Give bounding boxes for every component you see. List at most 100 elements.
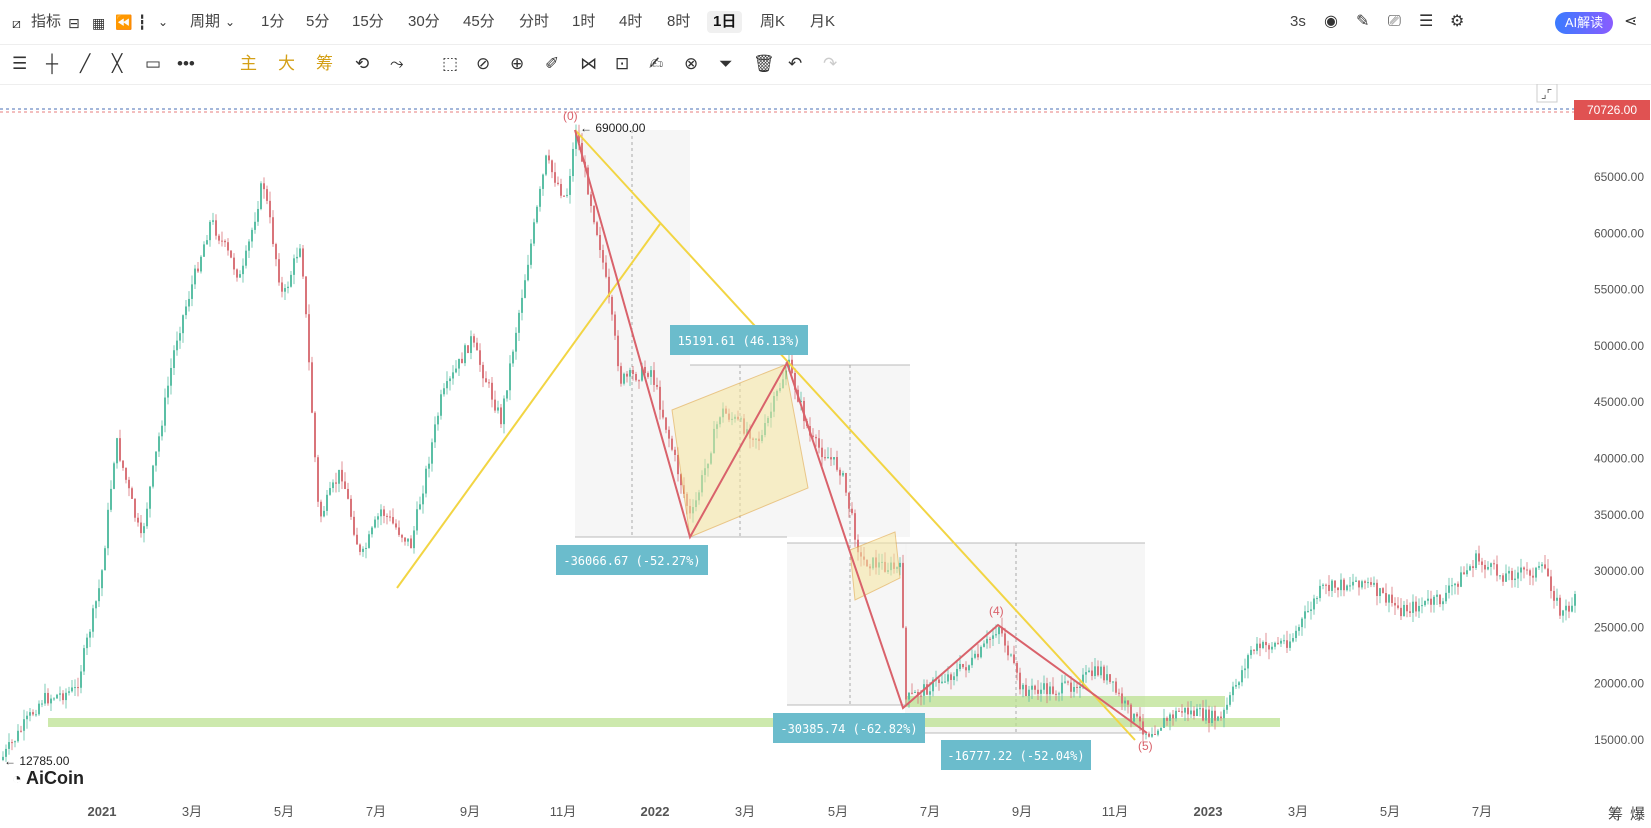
- candle-body: [590, 194, 592, 207]
- list-icon[interactable]: ☰: [1419, 13, 1434, 30]
- chevron-down-icon[interactable]: ⌄: [158, 15, 169, 29]
- candle-body: [1115, 681, 1117, 693]
- wave0-label: (0): [563, 109, 578, 123]
- candle-body: [356, 534, 358, 545]
- candle-body: [1505, 573, 1507, 582]
- tf-week[interactable]: 周K: [760, 13, 786, 30]
- link-icon[interactable]: ⊗: [684, 54, 699, 73]
- candle-body: [50, 698, 52, 704]
- candle-body: [1526, 569, 1528, 571]
- magnet-icon[interactable]: ⋈: [580, 54, 597, 73]
- candle-body: [1058, 693, 1060, 695]
- filter-icon[interactable]: ⏷: [719, 54, 733, 73]
- ai-interpret-button[interactable]: AI解读: [1555, 12, 1613, 34]
- period-button[interactable]: 周期: [190, 13, 221, 30]
- candle-body: [818, 438, 820, 448]
- layout-icon[interactable]: ⊟: [68, 15, 80, 31]
- candle-body: [1373, 582, 1375, 585]
- candle-body: [443, 388, 445, 395]
- candle-body: [143, 526, 145, 534]
- candle-body: [1493, 563, 1495, 565]
- comment-icon[interactable]: ⬚: [442, 54, 459, 73]
- redo-icon[interactable]: ↷: [823, 54, 838, 73]
- horizontal-line-icon[interactable]: ┼: [46, 54, 59, 73]
- tf-timeshare[interactable]: 分时: [519, 13, 550, 30]
- candle-body: [257, 208, 259, 222]
- candle-body: [1361, 581, 1363, 588]
- tf-15min[interactable]: 15分: [352, 13, 384, 30]
- candle-body: [344, 481, 346, 489]
- main-tool[interactable]: 主: [240, 54, 257, 73]
- current-price-tag: 70726.00: [1574, 100, 1650, 120]
- drawing-toolbar: [0, 44, 1651, 85]
- zoom-icon[interactable]: ⊕: [510, 54, 525, 73]
- burst-button[interactable]: 爆: [1630, 806, 1646, 823]
- candle-body: [464, 345, 466, 364]
- candle-body: [230, 250, 232, 258]
- candle-body: [1274, 642, 1276, 647]
- trend-line-icon[interactable]: ╱: [80, 54, 91, 73]
- candle-body: [1109, 674, 1111, 682]
- candle-body: [1169, 714, 1171, 721]
- tf-month[interactable]: 月K: [810, 13, 836, 30]
- candle-body: [1052, 686, 1054, 694]
- candle-body: [320, 501, 322, 517]
- settings-icon[interactable]: ⚙: [1450, 13, 1465, 30]
- candle-body: [1433, 596, 1435, 605]
- cast-icon[interactable]: ⎚: [1388, 13, 1401, 30]
- trash-icon[interactable]: 🗑: [753, 54, 775, 73]
- candle-body: [587, 167, 589, 195]
- indicator-icon[interactable]: ⧄: [12, 15, 21, 31]
- candle-body: [641, 366, 643, 381]
- cross-line-icon[interactable]: ╳: [112, 54, 123, 73]
- candle-body: [1043, 683, 1045, 690]
- big-tool[interactable]: 大: [278, 54, 295, 73]
- chip-tool[interactable]: 筹: [316, 54, 333, 73]
- price-chart[interactable]: ⌟⌜ (0) (4) (5) ← 69000.00 ← 12785.00 -36…: [0, 84, 1651, 828]
- candle-body: [1031, 685, 1033, 690]
- tf-1h[interactable]: 1时: [572, 13, 596, 30]
- share-icon[interactable]: ⋖: [1624, 13, 1638, 30]
- candle-body: [1478, 553, 1480, 562]
- menu-icon[interactable]: ☰: [12, 54, 28, 73]
- edit-icon[interactable]: ✍: [649, 54, 664, 73]
- tf-4h[interactable]: 4时: [619, 13, 643, 30]
- candle-body: [1343, 579, 1345, 591]
- more-icon[interactable]: •••: [177, 54, 195, 73]
- rewind-icon[interactable]: ⏪: [115, 14, 133, 30]
- tf-8h[interactable]: 8时: [667, 13, 691, 30]
- auto-draw-icon[interactable]: ⟲: [355, 54, 370, 73]
- measure3-label: -30385.74 (-62.82%): [780, 722, 917, 736]
- tf-5min[interactable]: 5分: [306, 13, 330, 30]
- candle-body: [1457, 583, 1459, 587]
- period-chevron-down-icon[interactable]: ⌄: [225, 15, 236, 29]
- candle-body: [1355, 580, 1357, 582]
- candle-body: [1379, 588, 1381, 597]
- grid-icon[interactable]: ▦: [92, 15, 106, 31]
- ruler-icon[interactable]: ⊘: [476, 54, 491, 73]
- candle-body: [353, 516, 355, 535]
- candle-body: [1073, 686, 1075, 692]
- candle-body: [1010, 654, 1012, 656]
- pattern-icon[interactable]: ⤳: [390, 54, 404, 73]
- candle-body: [1106, 674, 1108, 681]
- tf-1d[interactable]: 1日: [707, 11, 743, 33]
- indicator-button[interactable]: 指标: [31, 13, 62, 30]
- tf-30min[interactable]: 30分: [408, 13, 440, 30]
- lock-icon[interactable]: ⊡: [615, 54, 630, 73]
- pencil-icon[interactable]: ✎: [1356, 13, 1370, 30]
- chip-distribution-button[interactable]: 筹: [1608, 806, 1624, 823]
- camera-icon[interactable]: ◉: [1324, 13, 1338, 30]
- rectangle-icon[interactable]: ▭: [145, 54, 162, 73]
- candlestick-icon[interactable]: ┇: [138, 14, 147, 30]
- candle-body: [983, 643, 985, 647]
- undo-icon[interactable]: ↶: [788, 54, 803, 73]
- candle-body: [140, 522, 142, 534]
- tf-45min[interactable]: 45分: [463, 13, 495, 30]
- candle-body: [236, 269, 238, 278]
- brush-icon[interactable]: ✐: [545, 54, 560, 73]
- candle-body: [620, 366, 622, 384]
- candle-body: [671, 438, 673, 450]
- tf-1min[interactable]: 1分: [261, 13, 285, 30]
- refresh-interval[interactable]: 3s: [1290, 13, 1306, 30]
